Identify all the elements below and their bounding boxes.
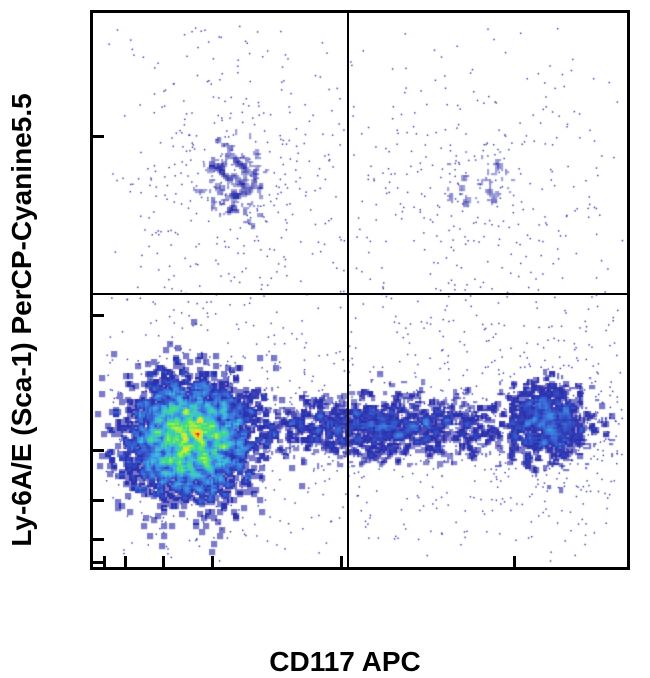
flow-cytometry-plot: Ly-6A/E (Sca-1) PerCP-Cyanine5.5 CD117 A… (50, 10, 640, 630)
plot-area (90, 10, 630, 570)
quadrant-vertical-line (347, 13, 349, 567)
quadrant-horizontal-line (93, 293, 627, 295)
y-axis-label: Ly-6A/E (Sca-1) PerCP-Cyanine5.5 (6, 93, 38, 546)
x-axis-label: CD117 APC (269, 646, 420, 678)
